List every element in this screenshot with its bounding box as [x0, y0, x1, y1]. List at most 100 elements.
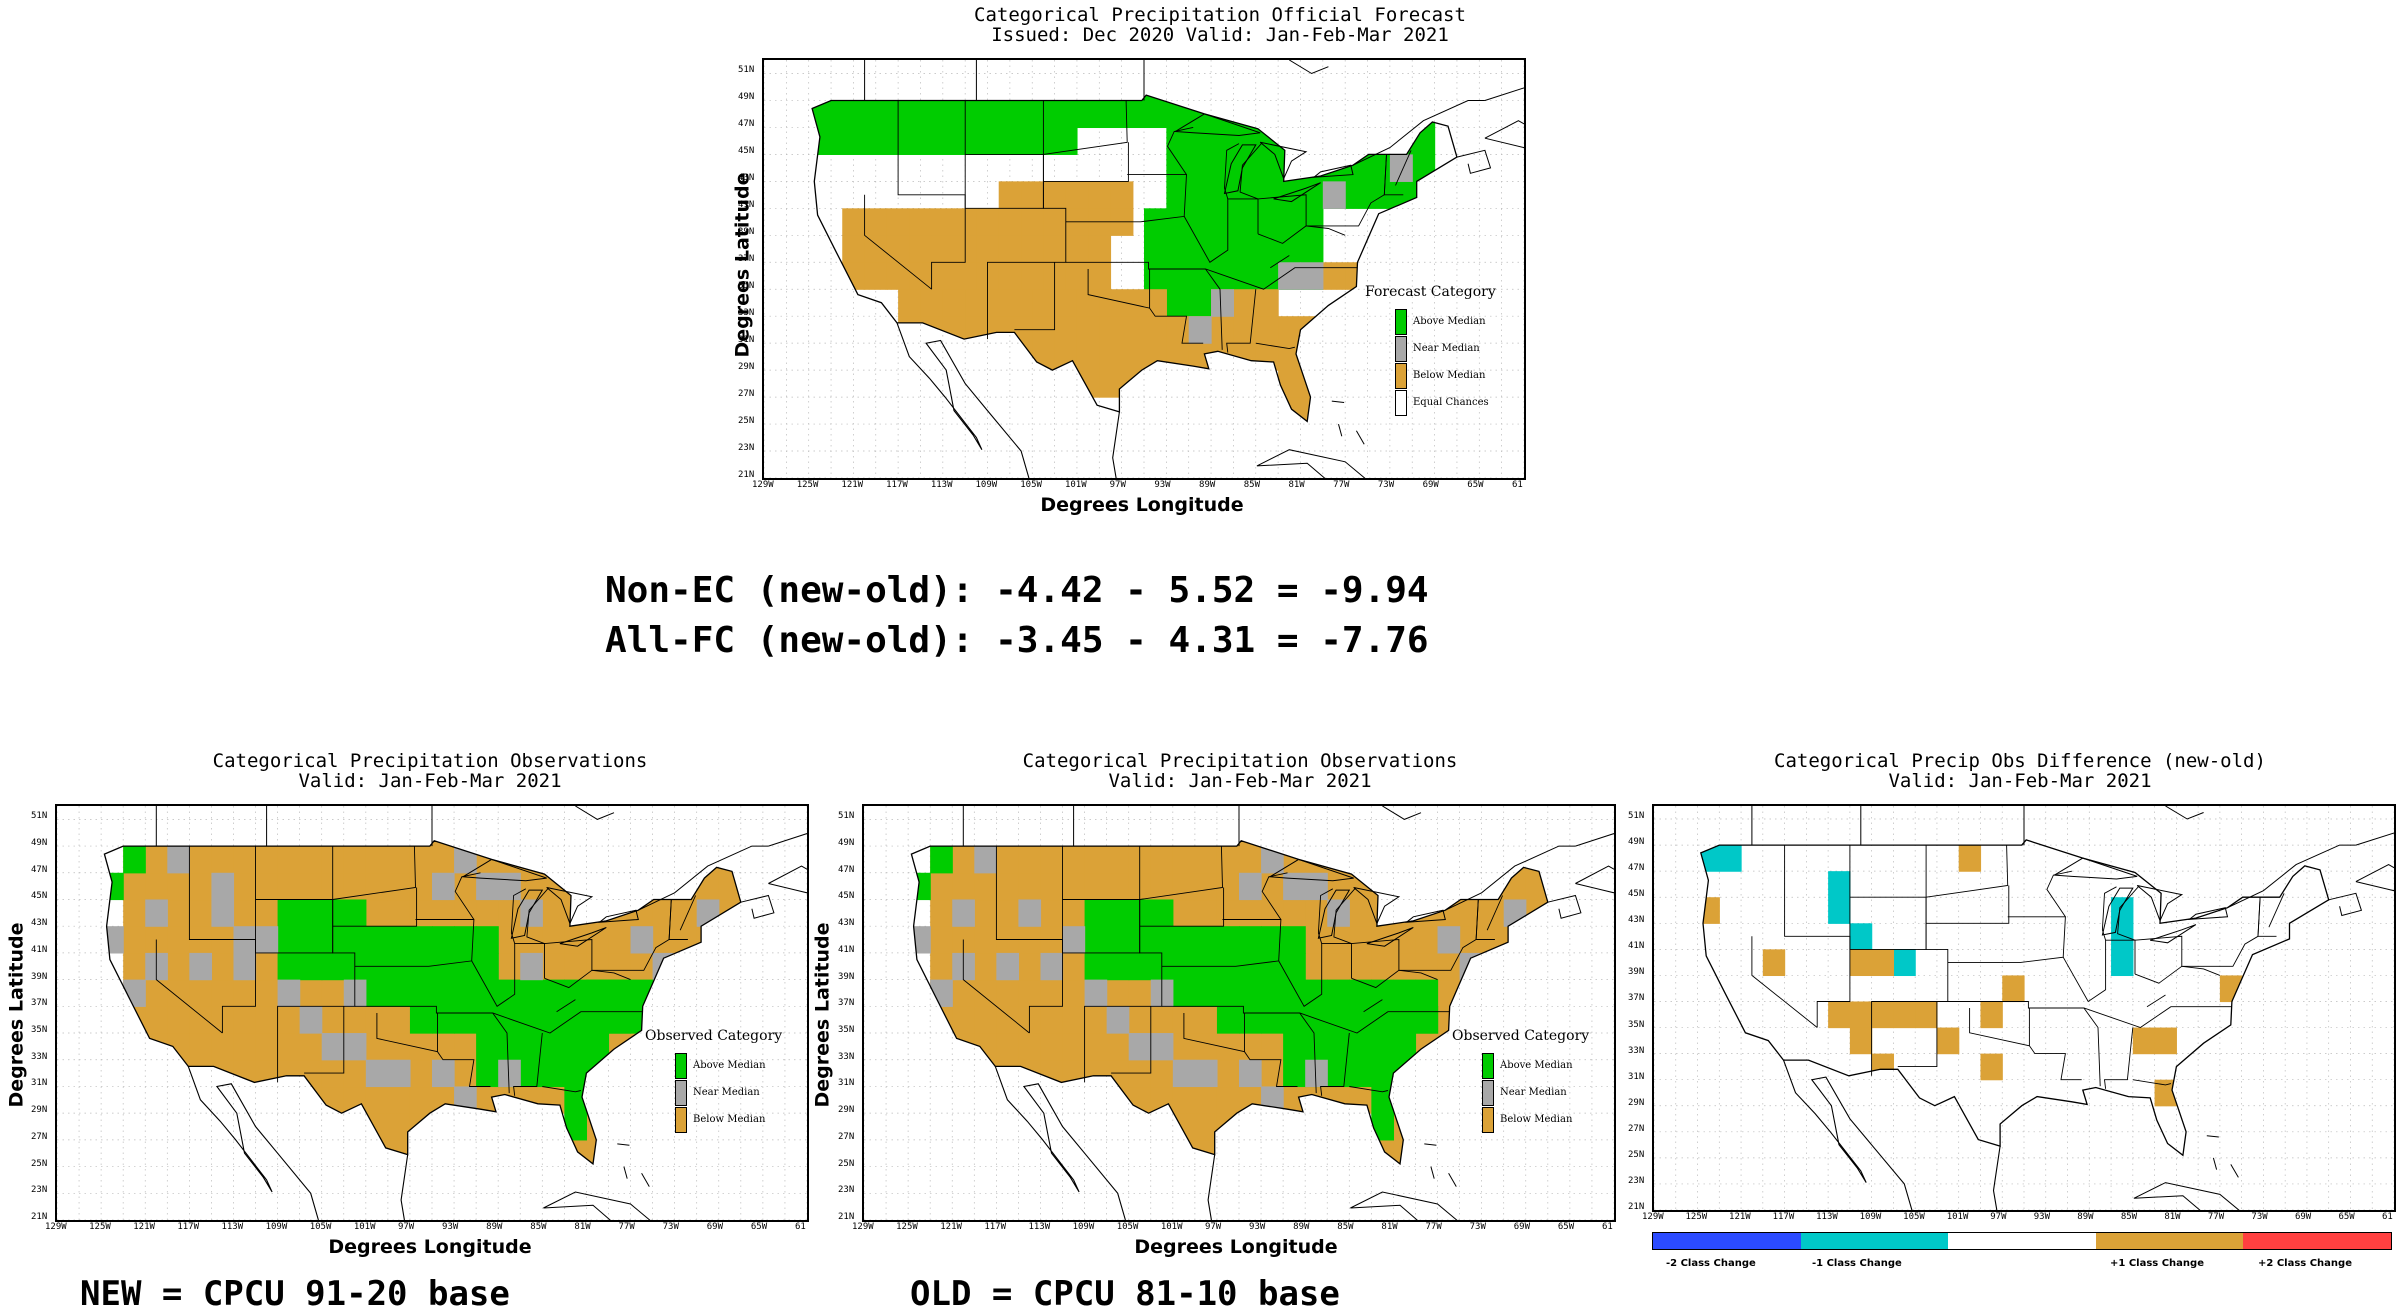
canada-line: [1575, 865, 1614, 894]
obs-old-map: [862, 804, 1616, 1222]
category-cell: [608, 1059, 632, 1088]
legend-item-above: Above Median: [1482, 1052, 1589, 1079]
category-cell: [1300, 370, 1324, 398]
state-border: [376, 1013, 491, 1087]
category-cell: [1233, 100, 1257, 129]
category-cell: [167, 952, 190, 981]
category-cell: [974, 952, 997, 981]
category-cell: [1194, 899, 1218, 927]
category-cell: [343, 840, 367, 847]
forecast-title: Categorical Precipitation Official Forec…: [974, 4, 1466, 26]
category-cell: [1018, 840, 1042, 847]
category-cell: [145, 1006, 168, 1034]
category-cell: [277, 952, 301, 981]
category-cell: [321, 979, 345, 1007]
category-cell: [167, 840, 190, 847]
canada-line: [768, 833, 807, 847]
category-cell: [1255, 181, 1279, 209]
category-cell: [1009, 127, 1033, 155]
category-cell: [564, 1086, 588, 1114]
category-cell: [1188, 181, 1212, 209]
obs-new-legend: Observed Category Above Median Near Medi…: [645, 1028, 782, 1133]
lon-tick-label: 113W: [930, 480, 953, 490]
category-cell: [1300, 397, 1324, 422]
state-border: [1751, 936, 1818, 1028]
category-cell: [432, 952, 455, 981]
category-cell: [1106, 872, 1130, 901]
bahamas: [623, 1166, 628, 1179]
category-cell: [454, 872, 477, 901]
category-cell: [1009, 289, 1033, 317]
category-cell: [974, 1006, 997, 1034]
category-cell: [233, 1059, 257, 1088]
canada-line: [575, 806, 615, 820]
category-cell: [930, 926, 953, 954]
category-cell: [409, 846, 433, 874]
category-cell: [930, 1086, 953, 1114]
category-cell: [1194, 926, 1218, 954]
legend-item-above: Above Median: [1395, 308, 1496, 335]
lon-tick-label: 61: [2382, 1212, 2393, 1222]
state-border: [1183, 198, 1259, 263]
category-cell: [1415, 926, 1439, 954]
category-cell: [911, 926, 931, 954]
category-cell: [1166, 235, 1190, 263]
category-cell: [1150, 1086, 1174, 1114]
category-cell: [1367, 127, 1391, 155]
category-cell: [1525, 979, 1548, 1007]
lon-tick-label: 113W: [1816, 1212, 1838, 1222]
category-cell: [998, 235, 1022, 263]
category-cell: [1327, 979, 1350, 1007]
canada-line: [740, 894, 775, 919]
category-cell: [1040, 1086, 1064, 1114]
category-cell: [2132, 1027, 2156, 1055]
category-cell: [1525, 872, 1548, 901]
category-cell: [1166, 208, 1190, 236]
lon-tick-label: 121W: [1729, 1212, 1751, 1222]
category-cell: [1503, 840, 1527, 847]
category-cell: [1084, 846, 1108, 874]
category-cell: [123, 840, 146, 847]
lat-tick-label: 21N: [1628, 1202, 1645, 1212]
category-cell: [1065, 235, 1089, 263]
category-cell: [942, 289, 966, 317]
lat-tick-label: 21N: [31, 1212, 48, 1222]
lon-tick-label: 81W: [1288, 480, 1305, 490]
category-cell: [965, 289, 989, 317]
category-cell: [498, 952, 521, 981]
lon-tick-label: 125W: [1685, 1212, 1708, 1222]
category-cell: [842, 208, 866, 236]
state-border: [995, 846, 1063, 1033]
category-cell: [1871, 1053, 1895, 1081]
category-cell: [454, 899, 477, 927]
category-cell: [1099, 370, 1123, 398]
category-cell: [812, 95, 832, 102]
category-cell: [1211, 181, 1235, 209]
category-cell: [996, 1006, 1020, 1034]
lon-tick-label: 129W: [752, 480, 774, 490]
category-cell: [1110, 181, 1134, 209]
category-cell: [498, 926, 521, 954]
category-cell: [409, 979, 433, 1007]
category-cell: [1371, 1033, 1395, 1061]
category-cell: [1481, 899, 1505, 927]
us-outline: [103, 839, 742, 1166]
category-cell: [1305, 979, 1328, 1007]
category-cell: [1194, 979, 1218, 1007]
category-cell: [942, 95, 966, 102]
category-cell: [586, 1086, 610, 1114]
category-cell: [608, 1006, 632, 1034]
category-cell: [930, 1006, 953, 1034]
category-cell: [987, 343, 1011, 371]
category-cell: [520, 840, 543, 847]
category-cell: [1211, 316, 1235, 344]
lat-tick-label: 23N: [838, 1185, 855, 1196]
category-cell: [1106, 1086, 1130, 1114]
state-border: [332, 887, 418, 927]
category-cell: [542, 899, 565, 927]
category-cell: [696, 872, 720, 901]
category-cell: [1305, 1059, 1328, 1088]
lat-tick-label: 49N: [31, 838, 48, 849]
state-border: [1270, 255, 1290, 269]
cuba: [543, 1191, 651, 1220]
